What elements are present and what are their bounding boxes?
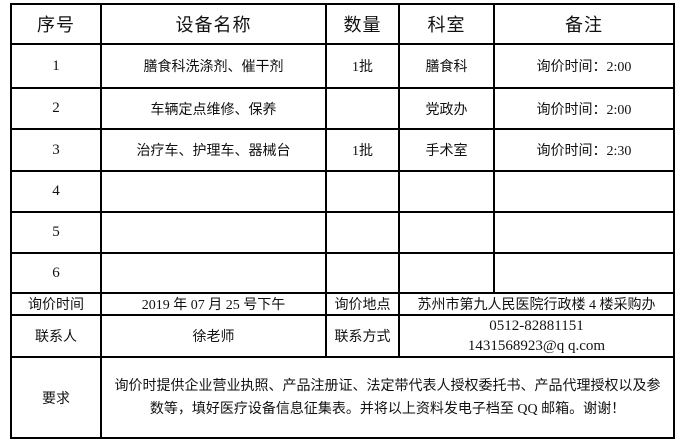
cell-department: 手术室: [398, 128, 495, 172]
cell-equipment-name: [100, 211, 327, 254]
cell-department: 党政办: [398, 87, 495, 130]
requirement-text: 询价时提供企业营业执照、产品注册证、法定带代表人授权委托书、产品代理授权以及参数…: [100, 356, 675, 439]
requirement-label: 要求: [10, 356, 102, 439]
table-row: 4: [10, 170, 675, 213]
cell-remarks: [493, 252, 675, 294]
cell-serial: 5: [10, 211, 102, 254]
cell-equipment-name: [100, 252, 327, 294]
col-header-equipment-name: 设备名称: [100, 3, 327, 45]
table-row: 6: [10, 252, 675, 294]
cell-serial: 4: [10, 170, 102, 213]
cell-remarks: 询价时间：2:00: [493, 43, 675, 89]
contact-phone: 0512-82881151: [489, 318, 584, 334]
cell-serial: 2: [10, 87, 102, 130]
cell-equipment-name: 膳食科洗涤剂、催干剂: [100, 43, 327, 89]
cell-quantity: [325, 252, 400, 294]
cell-remarks: [493, 170, 675, 213]
contact-method-label: 联系方式: [325, 314, 400, 358]
contact-email: 1431568923@q q.com: [467, 338, 606, 354]
cell-equipment-name: 车辆定点维修、保养: [100, 87, 327, 130]
cell-department: [398, 211, 495, 254]
cell-equipment-name: [100, 170, 327, 213]
requirement-row: 要求 询价时提供企业营业执照、产品注册证、法定带代表人授权委托书、产品代理授权以…: [10, 356, 675, 439]
inquiry-time-label: 询价时间: [10, 292, 102, 316]
col-header-remarks: 备注: [493, 3, 675, 45]
table-header-row: 序号 设备名称 数量 科室 备注: [10, 3, 675, 45]
inquiry-table: 序号 设备名称 数量 科室 备注 1 膳食科洗涤剂、催干剂 1批 膳食科 询价时…: [10, 3, 675, 439]
cell-department: [398, 170, 495, 213]
inquiry-place-value: 苏州市第九人民医院行政楼 4 楼采购办: [398, 292, 675, 316]
cell-department: 膳食科: [398, 43, 495, 89]
cell-quantity: [325, 211, 400, 254]
contact-method-value: 0512-82881151 1431568923@q q.com: [398, 314, 675, 358]
cell-quantity: [325, 87, 400, 130]
contact-row: 联系人 徐老师 联系方式 0512-82881151 1431568923@q …: [10, 314, 675, 358]
cell-serial: 1: [10, 43, 102, 89]
contact-person-value: 徐老师: [100, 314, 327, 358]
contact-person-label: 联系人: [10, 314, 102, 358]
inquiry-time-row: 询价时间 2019 年 07 月 25 号下午 询价地点 苏州市第九人民医院行政…: [10, 292, 675, 316]
inquiry-place-label: 询价地点: [325, 292, 400, 316]
table-row: 3 治疗车、护理车、器械台 1批 手术室 询价时间：2:30: [10, 128, 675, 172]
col-header-quantity: 数量: [325, 3, 400, 45]
inquiry-time-value: 2019 年 07 月 25 号下午: [100, 292, 327, 316]
cell-quantity: 1批: [325, 128, 400, 172]
table-row: 5: [10, 211, 675, 254]
cell-department: [398, 252, 495, 294]
cell-remarks: 询价时间：2:30: [493, 128, 675, 172]
table-row: 2 车辆定点维修、保养 党政办 询价时间：2:00: [10, 87, 675, 130]
cell-quantity: 1批: [325, 43, 400, 89]
cell-remarks: [493, 211, 675, 254]
cell-quantity: [325, 170, 400, 213]
table-row: 1 膳食科洗涤剂、催干剂 1批 膳食科 询价时间：2:00: [10, 43, 675, 89]
cell-remarks: 询价时间：2:00: [493, 87, 675, 130]
cell-serial: 6: [10, 252, 102, 294]
cell-serial: 3: [10, 128, 102, 172]
col-header-department: 科室: [398, 3, 495, 45]
col-header-serial: 序号: [10, 3, 102, 45]
cell-equipment-name: 治疗车、护理车、器械台: [100, 128, 327, 172]
